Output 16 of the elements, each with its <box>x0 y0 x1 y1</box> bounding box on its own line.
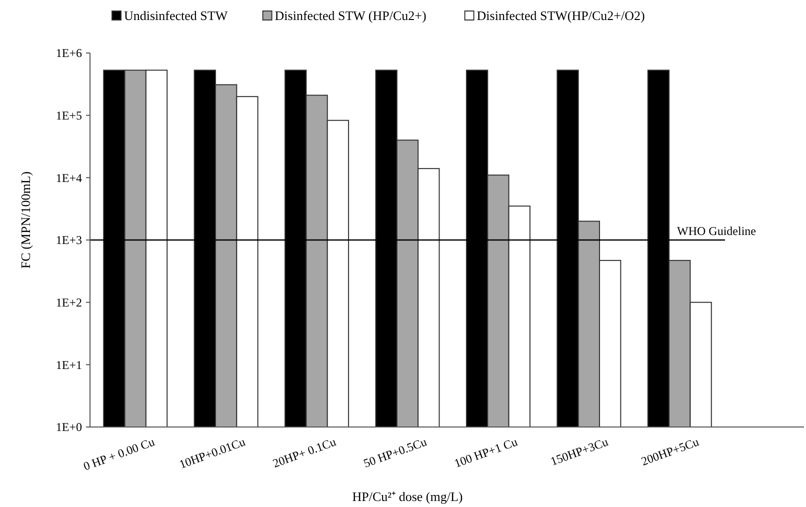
y-tick-label: 1E+6 <box>56 46 82 60</box>
x-axis-title: HP/Cu²⁺ dose (mg/L) <box>352 489 463 504</box>
legend-label: Disinfected STW (HP/Cu2+) <box>274 8 426 23</box>
y-axis-title: FC (MPN/100mL) <box>18 171 33 269</box>
y-tick-label: 1E+0 <box>56 420 82 434</box>
legend-label: Disinfected STW(HP/Cu2+/O2) <box>476 8 645 23</box>
y-tick-label: 1E+3 <box>56 233 82 248</box>
x-tick-label: 100 HP+1 Cu <box>452 434 520 470</box>
y-tick-label: 1E+2 <box>56 296 82 310</box>
x-tick-label: 20HP+ 0.1Cu <box>270 434 338 470</box>
y-tick-label: 1E+5 <box>56 108 82 123</box>
x-tick-label: 0 HP + 0.00 Cu <box>81 434 156 474</box>
legend-label: Undisinfected STW <box>124 8 228 23</box>
ref-line-label: WHO Guideline <box>677 224 756 238</box>
y-tick-label: 1E+1 <box>56 358 82 372</box>
y-tick-label: 1E+4 <box>56 170 82 185</box>
